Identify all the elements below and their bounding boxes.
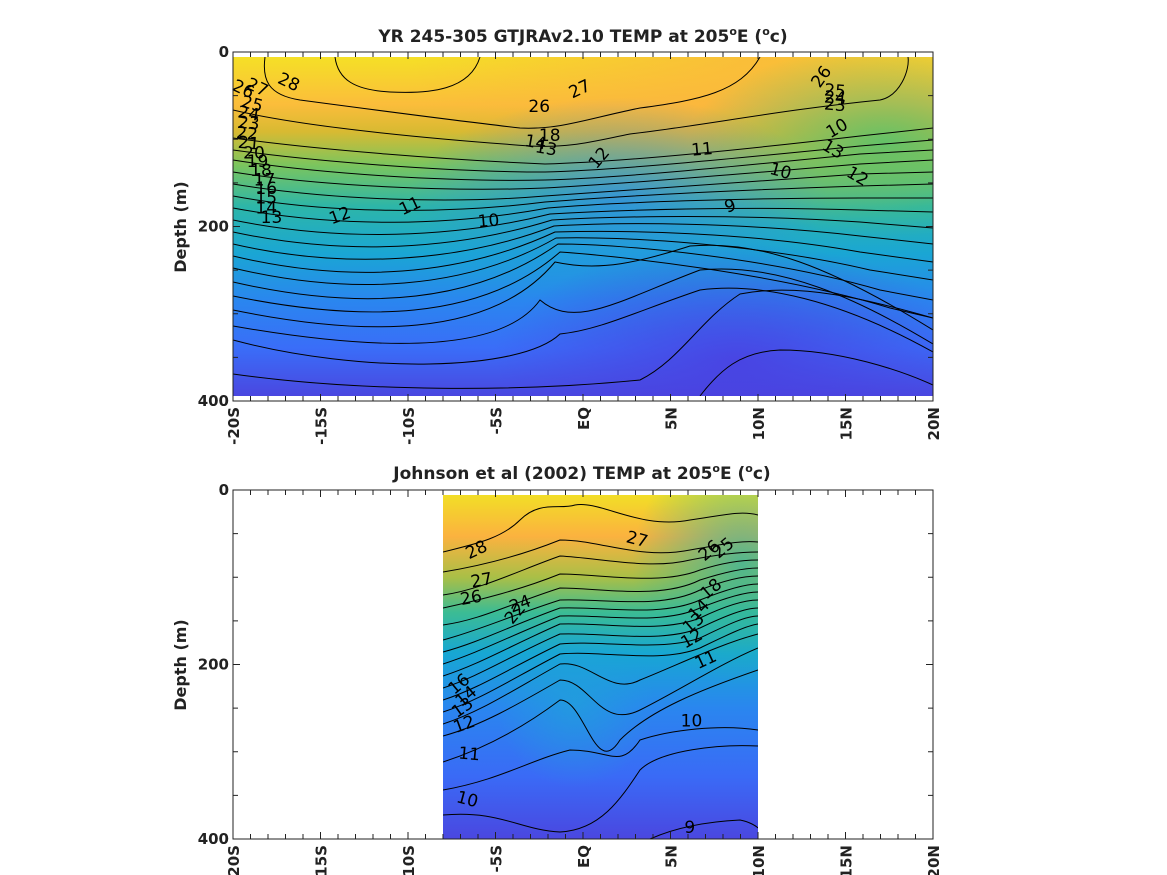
panel-bottom: 28 27272626252422181413121116141312111010… (171, 462, 943, 875)
x-tick-label: -20S (225, 407, 243, 445)
contour-label: 20 (243, 143, 265, 163)
contour-label: 24 (823, 87, 846, 109)
y-tick-label: 0 (219, 43, 229, 61)
top-color-field (233, 57, 933, 396)
y-tick-label: 200 (198, 218, 229, 236)
x-tick-label: 5N (663, 845, 681, 868)
x-tick-label: 5N (663, 407, 681, 430)
x-tick-label: 10N (750, 845, 768, 875)
bottom-color-field (443, 495, 758, 839)
x-tick-label: 10N (750, 407, 768, 440)
x-tick-label: -5S (488, 407, 506, 434)
x-tick-label: EQ (575, 845, 593, 868)
bottom-axes: 20S 15S 10S -5S EQ 5N 10N 15N 20N 0 200 400 (198, 481, 943, 875)
contour-label: 11 (458, 744, 481, 766)
y-tick-label: 0 (219, 481, 229, 499)
x-tick-label: -15S (313, 407, 331, 445)
x-tick-label: EQ (575, 407, 593, 430)
x-tick-label: 15N (838, 845, 856, 875)
y-tick-label: 400 (198, 392, 229, 410)
contour-label: 14 (255, 198, 277, 218)
contour-label: 14 (523, 131, 548, 154)
contour-label: 9 (684, 818, 695, 838)
contour-label: 24 (236, 102, 261, 125)
contour-label: 13 (534, 137, 559, 160)
contour-label: 18 (539, 126, 561, 146)
x-tick-label: 20S (225, 845, 243, 875)
contour-label: 23 (823, 94, 846, 116)
x-tick-label: 15S (313, 845, 331, 875)
x-tick-label: -10S (400, 407, 418, 445)
x-tick-label: 10S (400, 845, 418, 875)
y-tick-label: 200 (198, 656, 229, 674)
contour-label: 13 (261, 208, 283, 228)
contour-label: 26 (528, 97, 550, 117)
contour-label: 19 (247, 152, 269, 172)
x-tick-label: 20N (925, 407, 943, 440)
contour-label: 10 (681, 711, 703, 731)
contour-label: 27 (469, 569, 494, 592)
contour-label: 16 (255, 179, 277, 199)
bottom-y-axis-label: Depth (m) (171, 619, 190, 711)
x-tick-label: 20N (925, 845, 943, 875)
contour-label: 15 (255, 189, 277, 209)
contour-label: 21 (237, 133, 260, 155)
top-axes: -20S -15S -10S -5S EQ 5N 10N 15N 20N 0 200 400 (198, 43, 943, 445)
top-y-axis-label: Depth (m) (171, 181, 190, 273)
x-tick-label: -5S (488, 845, 506, 872)
contour-label: 25 (823, 80, 846, 102)
top-title: YR 245-305 GTJRAv2.10 TEMP at 205oE (oc) (377, 25, 787, 47)
contour-label: 10 (477, 210, 500, 232)
contour-label: 26 (459, 587, 484, 610)
y-tick-label: 400 (198, 830, 229, 848)
top-contours (233, 57, 933, 396)
bottom-title: Johnson et al (2002) TEMP at 205oE (oc) (392, 462, 770, 484)
contour-label: 11 (690, 139, 713, 161)
contour-label: 17 (254, 170, 276, 190)
contour-label: 23 (237, 113, 260, 135)
x-tick-label: 15N (838, 407, 856, 440)
contour-label: 22 (235, 123, 258, 145)
contour-label: 18 (250, 161, 272, 181)
bottom-contours (443, 503, 758, 839)
